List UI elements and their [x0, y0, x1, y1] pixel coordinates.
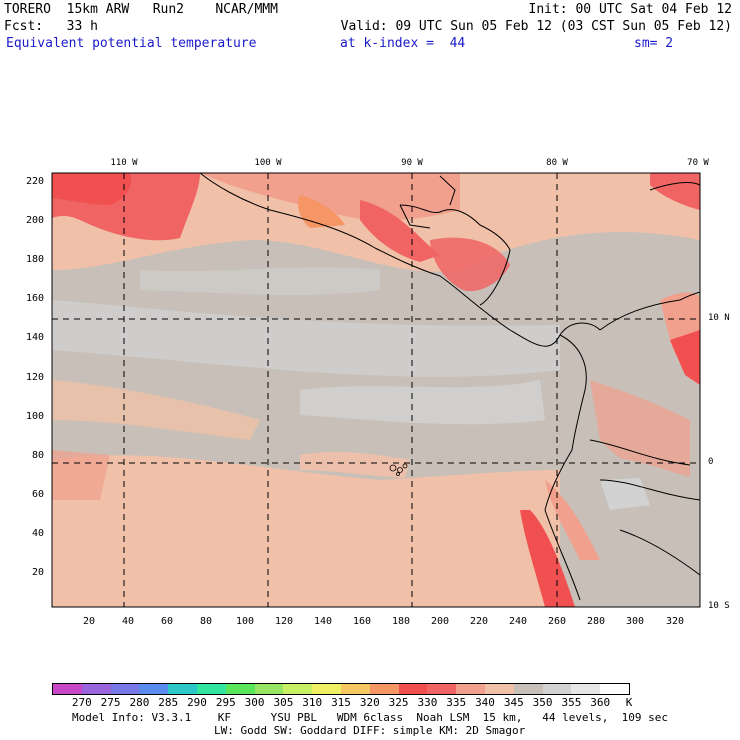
colorbar-swatch	[513, 684, 543, 694]
y-tick: 140	[25, 332, 44, 343]
colorbar-label: 325	[388, 696, 409, 709]
lon-label: 70 W	[687, 158, 709, 168]
x-tick: 20	[82, 616, 96, 627]
init-time: Init: 00 UTC Sat 04 Feb 12	[528, 2, 733, 17]
x-tick: 160	[352, 616, 372, 627]
colorbar-swatch	[340, 684, 370, 694]
colorbar-label: 335	[446, 696, 467, 709]
forecast-hour: Fcst: 33 h	[4, 19, 98, 34]
colorbar-swatch	[484, 684, 514, 694]
colorbar-label: 320	[359, 696, 380, 709]
lat-label: 10 N	[708, 313, 730, 323]
colorbar-label: 285	[158, 696, 179, 709]
smoothing-value: sm= 2	[634, 36, 674, 51]
colorbar-label: 275	[100, 696, 121, 709]
colorbar-swatch	[81, 684, 111, 694]
y-tick: 40	[31, 528, 44, 539]
lat-label: 0	[708, 457, 714, 467]
x-tick: 200	[430, 616, 450, 627]
colorbar-swatch	[110, 684, 140, 694]
colorbar-label: 290	[187, 696, 207, 709]
level-index: at k-index = 44	[340, 36, 466, 51]
colorbar-swatch	[168, 684, 197, 694]
y-tick: 200	[25, 215, 44, 226]
x-tick: 300	[625, 616, 645, 627]
colorbar-swatch	[139, 684, 169, 694]
physics-info: LW: Godd SW: Goddard DIFF: simple KM: 2D…	[214, 724, 526, 737]
colorbar-swatch	[283, 684, 313, 694]
colorbar-label: 300	[244, 696, 265, 709]
colorbar-label: 330	[417, 696, 438, 709]
y-tick: 80	[31, 450, 44, 461]
x-tick: 80	[199, 616, 213, 627]
y-tick: 60	[31, 489, 44, 500]
colorbar-swatch	[312, 684, 341, 694]
colorbar-swatch	[254, 684, 284, 694]
colorbar-label: 280	[129, 696, 150, 709]
x-tick: 320	[665, 616, 685, 627]
colorbar-label: 350	[532, 696, 553, 709]
x-tick: 40	[121, 616, 135, 627]
y-tick: 160	[25, 293, 44, 304]
x-tick: 240	[508, 616, 528, 627]
colorbar-label: 345	[503, 696, 524, 709]
colorbar-swatch	[225, 684, 255, 694]
model-info: Model Info: V3.3.1 KF YSU PBL WDM 6class…	[72, 711, 669, 724]
x-tick: 180	[391, 616, 411, 627]
map-frame	[51, 172, 701, 608]
lon-label: 80 W	[546, 158, 568, 168]
colorbar-label: 295	[215, 696, 236, 709]
colorbar-swatch	[600, 684, 629, 694]
y-tick: 20	[31, 567, 44, 578]
x-tick: 120	[274, 616, 294, 627]
title-line: TORERO 15km ARW Run2 NCAR/MMM	[4, 2, 278, 17]
theta-e-field	[52, 173, 700, 607]
colorbar-label: K	[625, 696, 633, 709]
lon-label: 100 W	[254, 158, 282, 168]
colorbar-label: 270	[71, 696, 92, 709]
x-tick: 60	[160, 616, 174, 627]
colorbar-swatch	[369, 684, 399, 694]
colorbar-swatch	[456, 684, 485, 694]
lon-label: 110 W	[110, 158, 138, 168]
colorbar-swatch	[542, 684, 572, 694]
galapagos-islands	[389, 463, 408, 476]
x-tick: 220	[469, 616, 489, 627]
x-tick: 100	[235, 616, 255, 627]
colorbar-swatch	[53, 684, 82, 694]
colorbar-swatch	[427, 684, 457, 694]
y-tick: 180	[25, 254, 44, 265]
colorbar-label: 315	[331, 696, 351, 709]
lon-label: 90 W	[401, 158, 423, 168]
valid-time: Valid: 09 UTC Sun 05 Feb 12 (03 CST Sun …	[340, 19, 732, 34]
colorbar-label: 305	[273, 696, 294, 709]
x-tick: 140	[313, 616, 333, 627]
field-name: Equivalent potential temperature	[6, 36, 257, 51]
colorbar-label: 360	[590, 696, 611, 709]
colorbar-label: 340	[475, 696, 495, 709]
colorbar	[52, 683, 630, 695]
x-tick: 280	[586, 616, 606, 627]
graticule	[52, 173, 700, 607]
x-tick: 260	[547, 616, 567, 627]
colorbar-label: 355	[561, 696, 582, 709]
y-tick: 100	[25, 411, 44, 422]
colorbar-swatch	[196, 684, 226, 694]
colorbar-swatch	[398, 684, 428, 694]
y-tick: 120	[25, 372, 44, 383]
lat-label: 10 S	[708, 601, 730, 611]
colorbar-swatch	[571, 684, 601, 694]
y-tick: 220	[25, 176, 44, 187]
colorbar-label: 310	[302, 696, 323, 709]
